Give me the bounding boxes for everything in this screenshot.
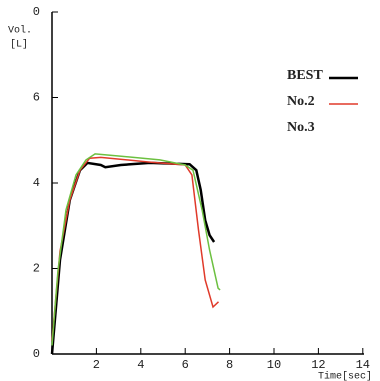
legend-label: BEST — [287, 68, 323, 83]
y-tick-label: 2 — [33, 262, 40, 276]
line — [51, 156, 220, 342]
y-axis-label: Vol. — [8, 25, 32, 37]
y-tick-label: 0 — [33, 5, 40, 19]
y-tick-label: 4 — [33, 176, 40, 190]
y-axis-unit: [L] — [10, 39, 28, 51]
x-tick-label: 2 — [93, 358, 100, 372]
line — [51, 153, 221, 346]
x-tick-label: 14 — [356, 358, 370, 372]
x-tick-label: 10 — [267, 358, 281, 372]
x-tick-label: 6 — [182, 358, 189, 372]
x-tick-label: 8 — [226, 358, 233, 372]
legend-label: No.3 — [287, 120, 315, 135]
x-axis-label: Time[sec] — [318, 371, 372, 381]
x-tick-label: 12 — [311, 358, 325, 372]
legend-label: No.2 — [287, 94, 315, 109]
line — [50, 161, 216, 355]
y-tick-label: 0 — [33, 347, 40, 361]
y-tick-label: 6 — [33, 91, 40, 105]
x-tick-label: 4 — [137, 358, 144, 372]
